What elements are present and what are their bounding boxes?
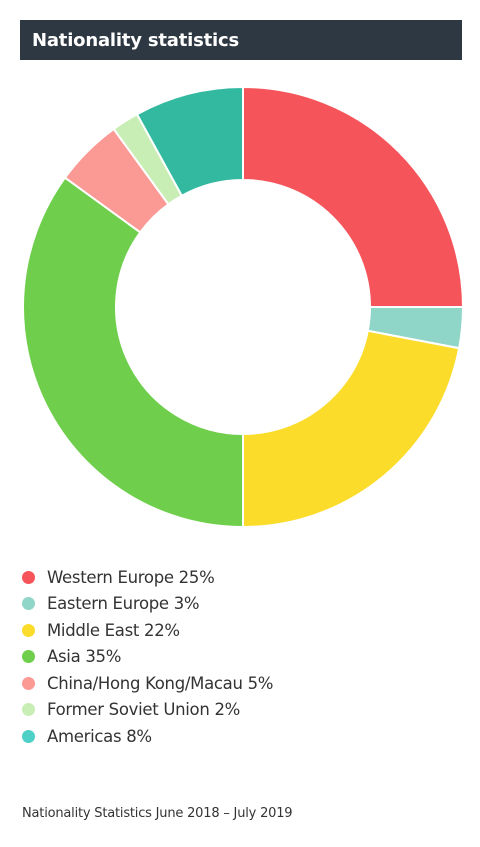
- donut-slice-western-europe: [242, 85, 465, 308]
- legend-item: Western Europe 25%: [22, 564, 273, 591]
- donut-chart-svg: [22, 85, 465, 529]
- legend-dot-icon: [22, 597, 35, 611]
- legend-label: Eastern Europe 3%: [47, 594, 200, 614]
- legend-item: Middle East 22%: [22, 617, 273, 644]
- legend-dot-icon: [22, 570, 35, 584]
- legend-dot-icon: [22, 703, 35, 717]
- legend-item: Americas 8%: [22, 723, 273, 750]
- chart-title-bar: Nationality statistics: [20, 20, 462, 60]
- chart-legend: Western Europe 25% Eastern Europe 3% Middl…: [22, 564, 273, 750]
- legend-label: China/Hong Kong/Macau 5%: [47, 673, 274, 693]
- donut-slice-middle-east: [242, 329, 461, 529]
- legend-dot-icon: [22, 623, 35, 637]
- legend-label: Former Soviet Union 2%: [47, 700, 241, 720]
- donut-chart: [0, 80, 480, 550]
- donut-slice-asia: [22, 176, 244, 529]
- legend-dot-icon: [22, 676, 35, 690]
- legend-label: Americas 8%: [47, 726, 152, 746]
- legend-dot-icon: [22, 650, 35, 664]
- legend-item: Former Soviet Union 2%: [22, 697, 273, 724]
- legend-label: Asia 35%: [47, 647, 122, 667]
- legend-item: Eastern Europe 3%: [22, 591, 273, 618]
- legend-dot-icon: [22, 729, 35, 743]
- legend-label: Middle East 22%: [47, 620, 180, 640]
- chart-footnote: Nationality Statistics June 2018 – July …: [22, 806, 293, 821]
- chart-title: Nationality statistics: [32, 29, 239, 51]
- legend-item: Asia 35%: [22, 644, 273, 671]
- donut-slice-americas: [135, 85, 244, 198]
- legend-label: Western Europe 25%: [47, 567, 215, 587]
- legend-item: China/Hong Kong/Macau 5%: [22, 670, 273, 697]
